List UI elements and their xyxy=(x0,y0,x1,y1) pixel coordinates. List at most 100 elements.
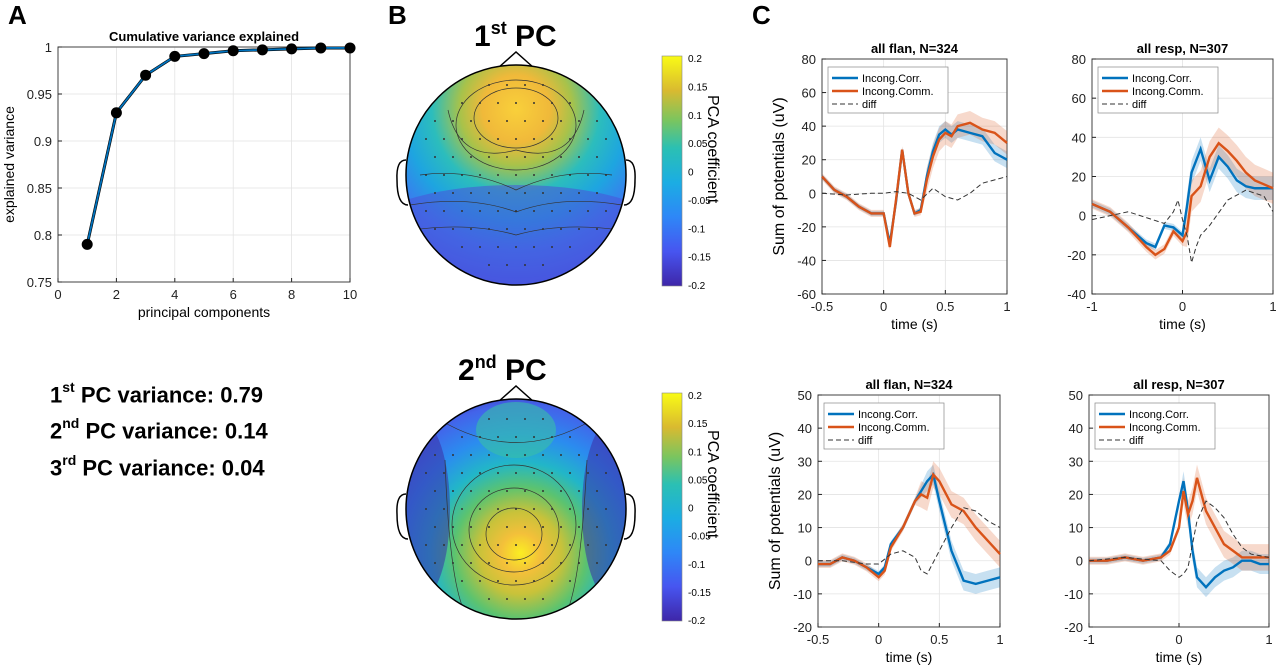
colorbar-tick-label: -0.1 xyxy=(688,224,706,235)
series-line xyxy=(818,472,1001,579)
electrode-dot xyxy=(506,156,508,158)
electrode-dot xyxy=(497,544,499,546)
flan-top-chart: -0.5 0 0.5 1 80 60 40 20 0 -20 -40 -60 all flan, N=3… xyxy=(771,41,1011,332)
variance-point xyxy=(81,238,93,250)
electrode-dot xyxy=(596,562,598,564)
electrode-dot xyxy=(488,156,490,158)
electrode-dot xyxy=(506,192,508,194)
legend-label: Incong.Comm. xyxy=(1129,422,1201,434)
electrode-dot xyxy=(533,210,535,212)
electrode-dot xyxy=(569,508,571,510)
y-tick-label: 50 xyxy=(1069,388,1083,403)
electrode-dot xyxy=(434,562,436,564)
topomap-2-title: 2nd PC xyxy=(458,352,547,387)
y-tick-label: 0 xyxy=(805,554,812,569)
electrode-dot xyxy=(479,580,481,582)
y-tick-label: 10 xyxy=(798,521,812,536)
y-tick-label: 0 xyxy=(1079,209,1086,224)
resp-top-chart: -1 0 1 80 60 40 20 0 -20 -40 all resp, N=307 time (… xyxy=(1067,41,1276,332)
electrode-dot xyxy=(560,120,562,122)
electrode-dot xyxy=(470,120,472,122)
electrode-dot xyxy=(443,472,445,474)
x-tick-label: 10 xyxy=(343,287,357,302)
electrode-dot xyxy=(470,228,472,230)
electrode-dot xyxy=(596,120,598,122)
y-tick-label: 10 xyxy=(1069,521,1083,536)
right-ear-outline xyxy=(623,159,636,206)
electrode-dot xyxy=(434,526,436,528)
electrode-dot xyxy=(470,192,472,194)
legend-label: Incong.Comm. xyxy=(858,422,930,434)
colorbar-1-label: PCA coefficient xyxy=(704,95,721,204)
x-tick-label: -1 xyxy=(1086,299,1098,314)
electrode-dot xyxy=(425,508,427,510)
x-tick-label: 1 xyxy=(996,632,1003,647)
x-tick-label: 1 xyxy=(1269,299,1276,314)
confidence-band xyxy=(818,461,1000,582)
y-tick-label: -40 xyxy=(797,253,816,268)
electrode-dot xyxy=(443,210,445,212)
variance-point xyxy=(315,42,327,54)
electrode-dot xyxy=(569,436,571,438)
y-tick-label: 60 xyxy=(802,86,816,101)
variance-point xyxy=(110,107,122,119)
electrode-dot xyxy=(533,580,535,582)
nose-outline xyxy=(497,50,535,69)
variance-point xyxy=(198,48,210,60)
electrode-dot xyxy=(569,174,571,176)
electrode-dot xyxy=(461,138,463,140)
electrode-dot xyxy=(434,454,436,456)
electrode-dot xyxy=(506,490,508,492)
variance-point xyxy=(344,42,356,54)
plot-border xyxy=(57,46,351,283)
electrode-dot xyxy=(542,418,544,420)
colorbar-tick-label: 0.2 xyxy=(688,391,702,402)
topomap-1: 1st PC 0.2 0.15 0.1 0.05 0 -0.05 -0.1 -0.15 -0.2… xyxy=(396,18,721,292)
electrode-dot xyxy=(515,138,517,140)
colorbar-tick-label: 0.1 xyxy=(688,111,702,122)
variance-point xyxy=(256,44,268,56)
y-tick-label: 80 xyxy=(802,52,816,67)
electrode-dot xyxy=(569,544,571,546)
y-tick-label: -10 xyxy=(793,587,812,602)
electrode-dot xyxy=(578,490,580,492)
x-tick-label: 2 xyxy=(113,287,120,302)
y-tick-label: 0.75 xyxy=(27,275,52,290)
electrode-dot xyxy=(434,120,436,122)
confidence-band xyxy=(818,464,1000,594)
colorbar-tick-label: 0 xyxy=(688,168,694,179)
electrode-dot xyxy=(542,526,544,528)
nose-outline xyxy=(497,384,535,403)
electrode-dot xyxy=(569,138,571,140)
x-tick-label: 1 xyxy=(1265,632,1272,647)
y-tick-label: 80 xyxy=(1072,52,1086,67)
y-tick-label: -10 xyxy=(1064,587,1083,602)
panel-label-a: A xyxy=(8,0,27,30)
electrode-dot xyxy=(569,580,571,582)
electrode-dot xyxy=(488,454,490,456)
electrode-dot xyxy=(488,264,490,266)
electrode-dot xyxy=(542,454,544,456)
colorbar-tick-label: -0.2 xyxy=(688,281,706,292)
electrode-dot xyxy=(569,210,571,212)
electrode-dot xyxy=(524,228,526,230)
y-tick-label: 50 xyxy=(798,388,812,403)
electrode-dot xyxy=(461,210,463,212)
electrode-dot xyxy=(479,138,481,140)
colorbar-tick-label: 0.15 xyxy=(688,419,708,430)
electrode-dot xyxy=(497,246,499,248)
electrode-dot xyxy=(587,472,589,474)
electrode-dot xyxy=(452,562,454,564)
plot-border xyxy=(1088,394,1270,628)
electrode-dot xyxy=(587,544,589,546)
colorbar-tick-label: 0.2 xyxy=(688,54,702,65)
electrode-dot xyxy=(515,246,517,248)
plot-border xyxy=(1091,58,1274,295)
electrode-dot xyxy=(497,580,499,582)
electrode-dot xyxy=(524,598,526,600)
chart-title: Cumulative variance explained xyxy=(109,29,299,44)
y-tick-label: 20 xyxy=(1072,170,1086,185)
electrode-dot xyxy=(506,84,508,86)
y-tick-label: 30 xyxy=(1069,454,1083,469)
